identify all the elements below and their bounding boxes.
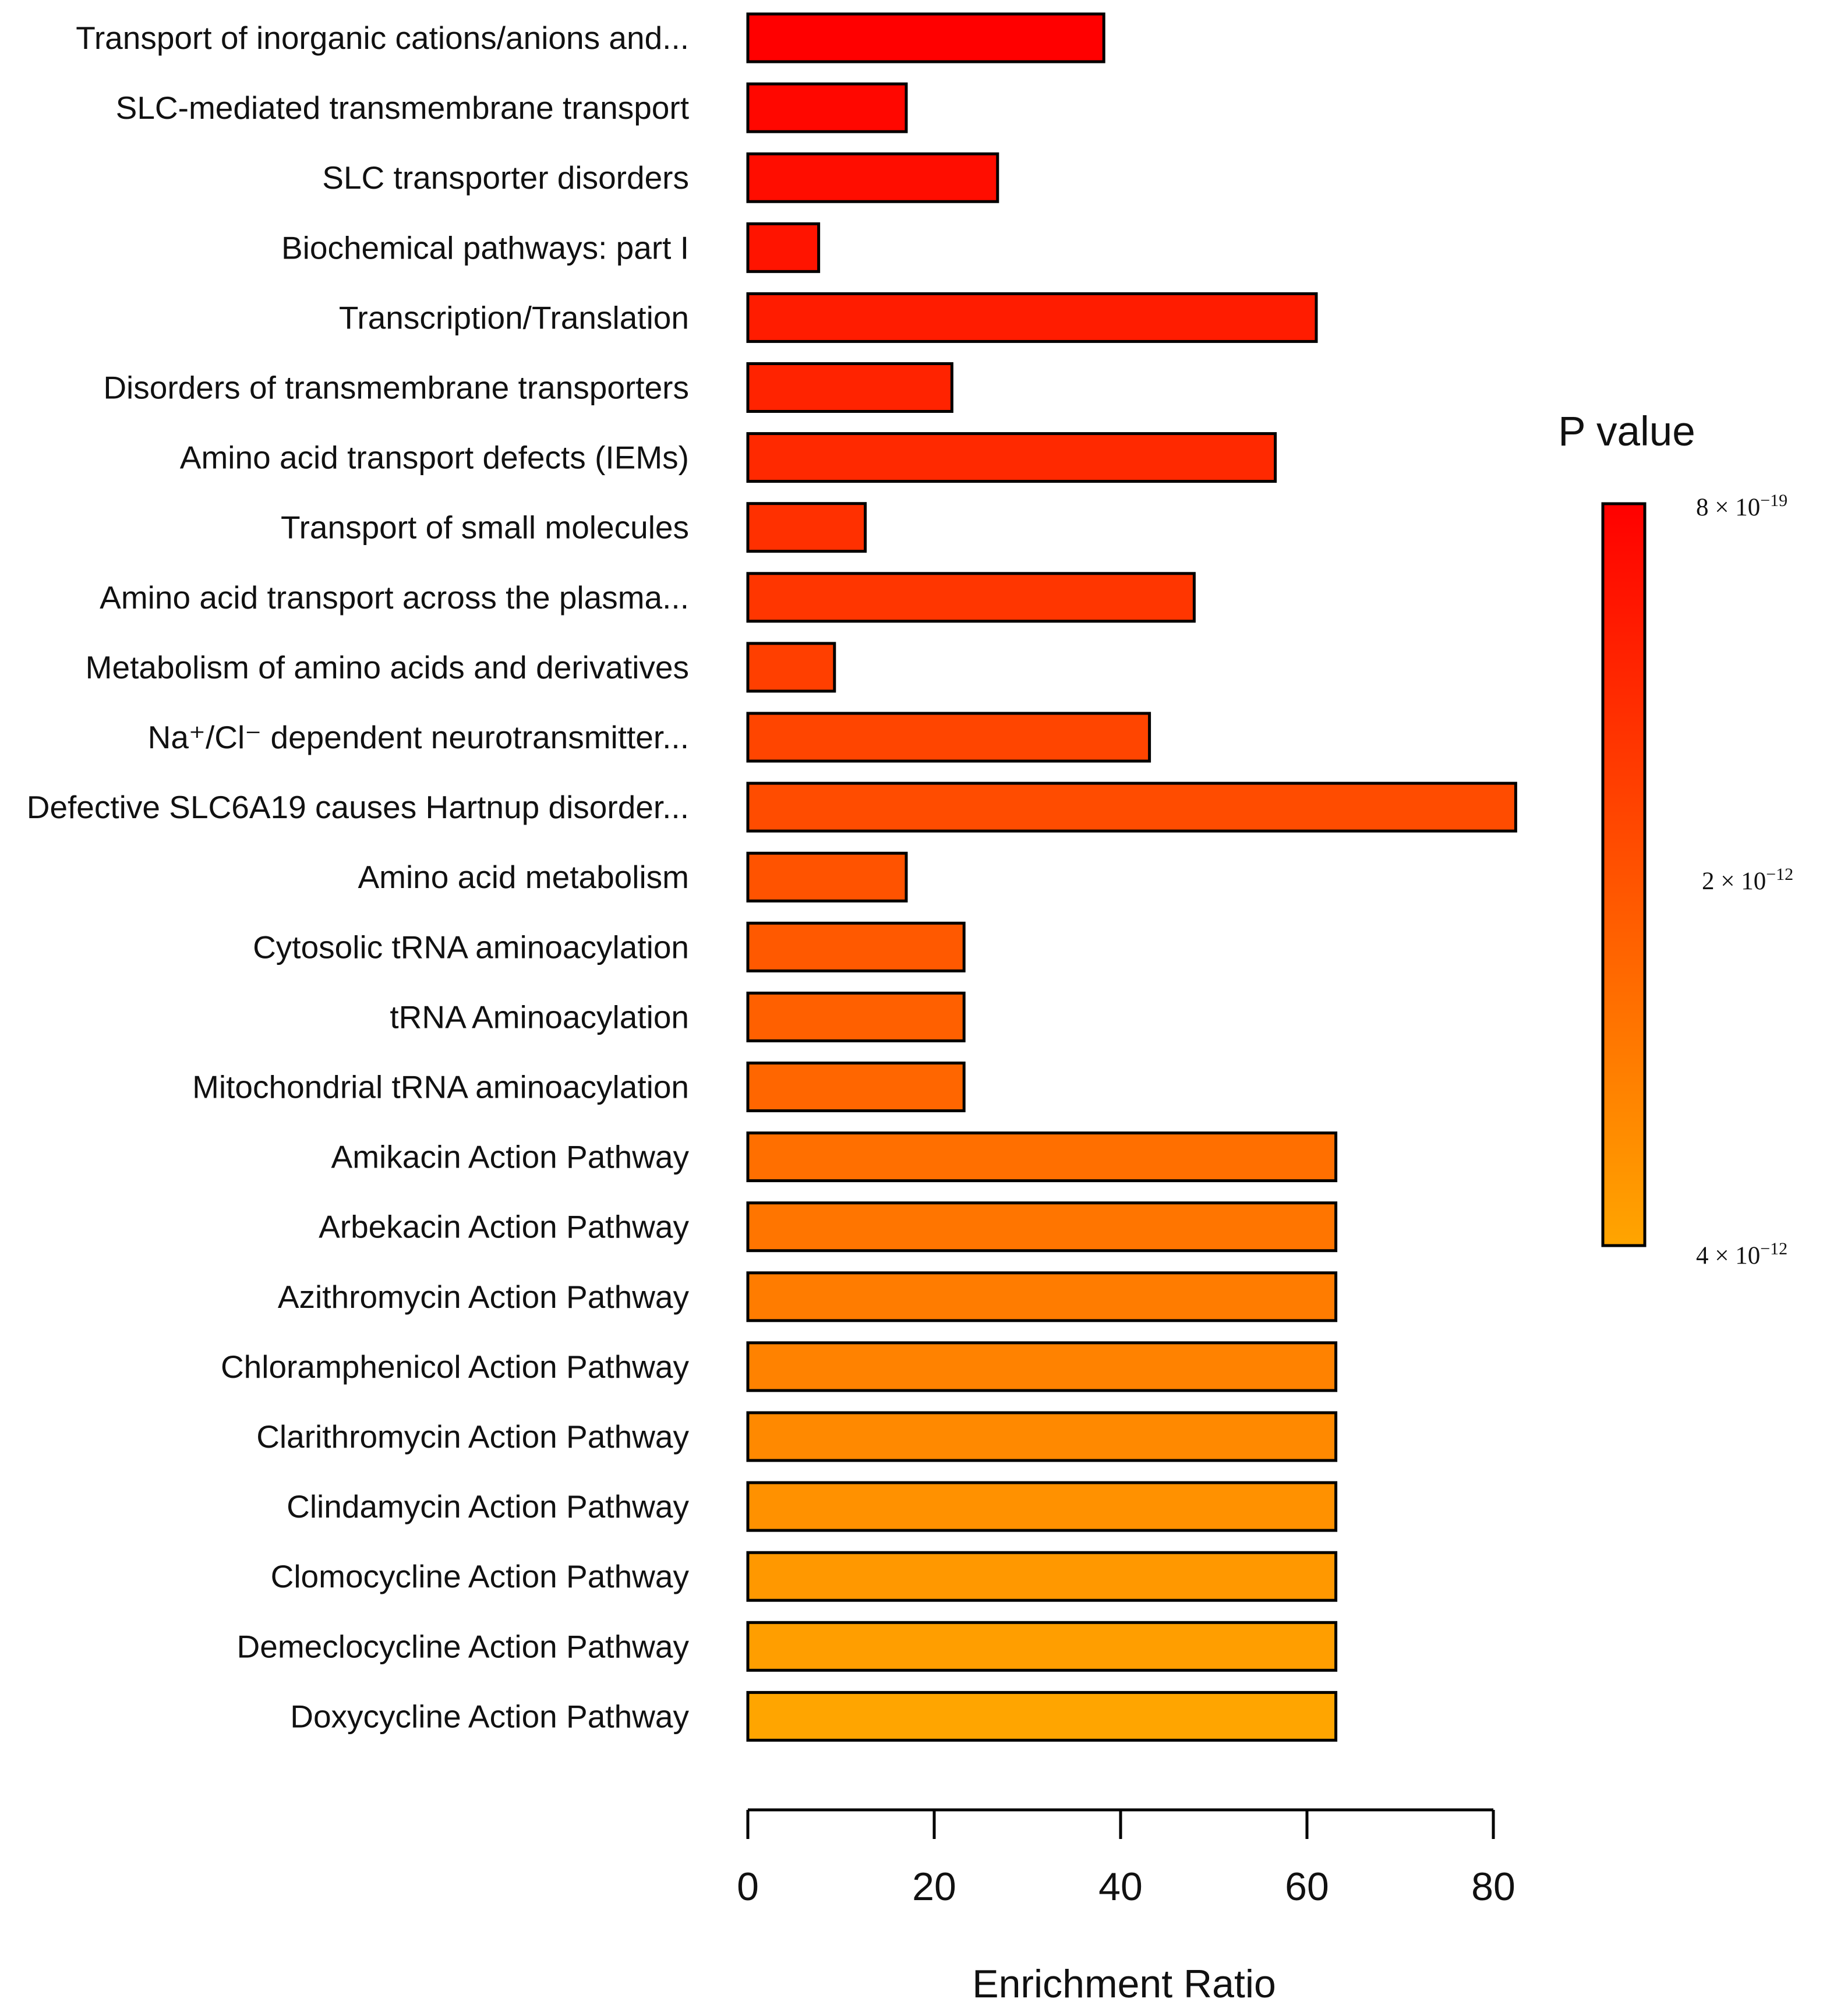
bar: [746, 712, 1151, 763]
legend-tick-label: 2 × 10−12: [1702, 865, 1793, 895]
category-label: Metabolism of amino acids and derivative…: [86, 649, 689, 685]
bar: [746, 572, 1196, 623]
category-label: Doxycycline Action Pathway: [290, 1698, 689, 1734]
category-label: Transcription/Translation: [339, 299, 689, 335]
bar: [746, 432, 1277, 483]
legend-tick-exponent: −19: [1760, 491, 1787, 510]
bar: [746, 991, 966, 1042]
legend-title: P value: [1558, 409, 1695, 455]
bar: [746, 781, 1517, 833]
legend-tick-base: 2 × 10: [1702, 868, 1766, 895]
bar: [746, 12, 1105, 63]
legend-tick-exponent: −12: [1760, 1239, 1787, 1258]
category-label: Mitochondrial tRNA aminoacylation: [192, 1069, 689, 1105]
bar: [746, 362, 953, 413]
category-label: Clomocycline Action Pathway: [271, 1558, 690, 1594]
bar: [746, 921, 966, 972]
category-label: Amikacin Action Pathway: [331, 1139, 690, 1175]
bar: [746, 82, 908, 133]
category-label: Disorders of transmembrane transporters: [103, 370, 689, 406]
x-tick-label: 20: [912, 1865, 956, 1909]
bar: [746, 1551, 1338, 1602]
x-tick-label: 60: [1285, 1865, 1329, 1909]
bar: [746, 502, 867, 553]
category-label: Transport of small molecules: [281, 510, 689, 546]
category-label: Clarithromycin Action Pathway: [256, 1419, 689, 1455]
category-label: Amino acid transport defects (IEMs): [180, 440, 689, 476]
bars: [746, 12, 1517, 1742]
bar: [746, 1621, 1338, 1672]
bar: [746, 1690, 1338, 1742]
category-label: Transport of inorganic cations/anions an…: [76, 20, 689, 56]
category-labels: Transport of inorganic cations/anions an…: [27, 20, 690, 1734]
bar: [746, 1411, 1338, 1462]
legend-tick-label: 8 × 10−19: [1696, 491, 1787, 521]
bar: [746, 1481, 1338, 1532]
bar: [746, 1201, 1338, 1253]
category-label: Amino acid metabolism: [358, 859, 689, 895]
bar: [746, 1271, 1338, 1322]
legend-colorbar: [1601, 502, 1647, 1247]
category-label: tRNA Aminoacylation: [390, 999, 689, 1035]
legend-tick-exponent: −12: [1766, 865, 1793, 884]
category-label: Biochemical pathways: part I: [281, 229, 689, 266]
x-axis: 0 20 40 60 80: [737, 1808, 1515, 1909]
category-label: Chloramphenicol Action Pathway: [221, 1349, 690, 1385]
bar: [746, 642, 836, 693]
bar: [746, 851, 908, 903]
bar: [746, 1341, 1338, 1392]
x-axis-title: Enrichment Ratio: [972, 1962, 1276, 2006]
legend-tick-label: 4 × 10−12: [1696, 1239, 1787, 1269]
category-label: Arbekacin Action Pathway: [319, 1209, 689, 1245]
bar: [746, 152, 999, 203]
x-tick-label: 40: [1098, 1865, 1143, 1909]
bar: [746, 1131, 1338, 1183]
bar: [746, 292, 1318, 343]
category-label: Na⁺/Cl⁻ dependent neurotransmitter...: [148, 719, 689, 755]
x-tick-label: 0: [737, 1865, 759, 1909]
bar: [746, 1062, 966, 1112]
p-value-legend: P value 8 × 10−192 × 10−124 × 10−12: [1558, 409, 1793, 1269]
bar: [746, 222, 821, 273]
legend-tick-base: 8 × 10: [1696, 494, 1760, 521]
category-label: Azithromycin Action Pathway: [278, 1279, 690, 1315]
legend-tick-base: 4 × 10: [1696, 1242, 1760, 1269]
category-label: Clindamycin Action Pathway: [287, 1488, 689, 1525]
category-label: Cytosolic tRNA aminoacylation: [253, 929, 689, 965]
category-label: SLC-mediated transmembrane transport: [116, 90, 689, 126]
category-label: Demeclocycline Action Pathway: [237, 1628, 690, 1664]
category-label: SLC transporter disorders: [322, 160, 689, 196]
x-tick-label: 80: [1471, 1865, 1515, 1909]
legend-tick-labels: 8 × 10−192 × 10−124 × 10−12: [1696, 491, 1793, 1269]
category-label: Amino acid transport across the plasma..…: [100, 579, 689, 616]
category-label: Defective SLC6A19 causes Hartnup disorde…: [27, 789, 689, 825]
